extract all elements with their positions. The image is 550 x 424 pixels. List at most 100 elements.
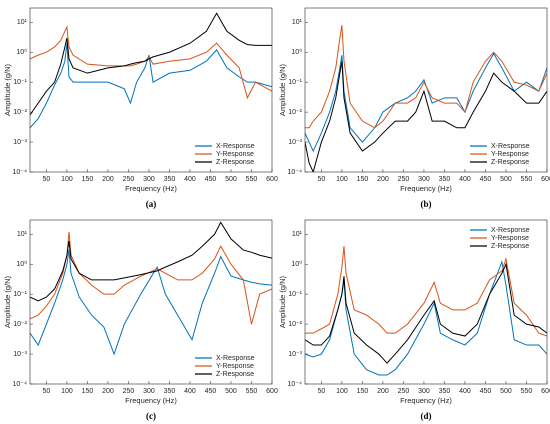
y-tick-label: 10⁻¹ (288, 79, 302, 86)
x-tick-label: 300 (143, 176, 155, 183)
x-tick-label: 500 (500, 176, 512, 183)
y-tick-label: 10⁻¹ (288, 291, 302, 298)
plot-frame (304, 219, 548, 385)
x-tick-label: 400 (459, 388, 471, 395)
x-tick-label: 150 (82, 176, 94, 183)
x-tick-label: 500 (500, 388, 512, 395)
y-tick-label: 10⁰ (16, 48, 27, 56)
x-tick-label: 350 (439, 388, 451, 395)
y-tick-label: 10⁻⁴ (288, 381, 303, 388)
caption: (c) (146, 411, 156, 421)
legend-label: Y-Response (491, 235, 529, 242)
legend-label: Y-Response (216, 151, 254, 158)
x-tick-label: 450 (205, 176, 217, 183)
x-tick-label: 600 (266, 388, 278, 395)
y-tick-label: 10⁻¹ (13, 291, 27, 298)
response-line (30, 249, 272, 356)
y-tick-label: 10⁻² (288, 109, 302, 116)
y-tick-label: 10⁻⁴ (13, 381, 28, 388)
subplot: 10⁻⁴ 10⁻³ 10⁻² 10⁻¹ 10⁰ 10¹ 50 100 150 200 250 300 3… (278, 7, 550, 209)
y-tick-label: 10⁻² (13, 109, 27, 116)
x-tick-label: 600 (266, 176, 278, 183)
x-tick-label: 150 (82, 388, 94, 395)
x-tick-label: 100 (61, 176, 73, 183)
legend-label: X-Response (216, 355, 255, 362)
x-tick-label: 600 (541, 388, 550, 395)
x-tick-label: 200 (377, 388, 389, 395)
x-tick-label: 300 (418, 388, 430, 395)
y-tick-label: 10⁻⁴ (288, 169, 303, 176)
x-tick-label: 500 (225, 388, 237, 395)
x-tick-label: 400 (184, 388, 196, 395)
y-tick-label: 10⁻³ (288, 351, 302, 358)
y-tick-label: 10⁻¹ (13, 79, 27, 86)
x-tick-label: 250 (398, 176, 410, 183)
y-tick-label: 10¹ (17, 231, 28, 238)
x-tick-label: 50 (43, 176, 51, 183)
x-tick-label: 550 (246, 388, 258, 395)
response-line (30, 43, 272, 129)
x-tick-label: 450 (480, 388, 492, 395)
x-tick-label: 100 (61, 388, 73, 395)
legend-label: Z-Response (216, 371, 254, 378)
plot-frame (29, 7, 273, 173)
x-tick-label: 100 (336, 388, 348, 395)
legend-label: X-Response (216, 143, 255, 150)
legend-label: Y-Response (216, 363, 254, 370)
y-tick-label: 10⁰ (291, 260, 302, 268)
x-tick-label: 50 (318, 176, 326, 183)
plot-frame (304, 7, 548, 173)
x-tick-label: 200 (377, 176, 389, 183)
legend-label: X-Response (491, 143, 530, 150)
legend-label: Y-Response (491, 151, 529, 158)
y-tick-label: 10⁻² (288, 321, 302, 328)
x-tick-label: 350 (164, 176, 176, 183)
x-tick-label: 100 (336, 176, 348, 183)
y-axis-label: Amplitude (g/N) (3, 275, 12, 328)
x-tick-label: 250 (123, 388, 135, 395)
x-tick-label: 450 (480, 176, 492, 183)
x-tick-label: 450 (205, 388, 217, 395)
y-tick-label: 10¹ (292, 231, 303, 238)
x-tick-label: 200 (102, 388, 114, 395)
x-tick-label: 200 (102, 176, 114, 183)
x-tick-label: 350 (164, 388, 176, 395)
legend-label: Z-Response (216, 159, 254, 166)
y-axis-label: Amplitude (g/N) (278, 63, 287, 116)
plot-frame (29, 219, 273, 385)
y-axis-label: Amplitude (g/N) (278, 275, 287, 328)
x-tick-label: 550 (246, 176, 258, 183)
caption: (a) (146, 199, 157, 209)
x-axis-label: Frequency (Hz) (400, 396, 452, 405)
x-tick-label: 50 (43, 388, 51, 395)
response-line (305, 61, 547, 172)
y-tick-label: 10⁻² (13, 321, 27, 328)
x-tick-label: 400 (459, 176, 471, 183)
x-tick-label: 400 (184, 176, 196, 183)
x-axis-label: Frequency (Hz) (125, 184, 177, 193)
x-tick-label: 150 (357, 176, 369, 183)
x-tick-label: 550 (521, 388, 533, 395)
x-tick-label: 300 (143, 388, 155, 395)
subplot: 10⁻⁴ 10⁻³ 10⁻² 10⁻¹ 10⁰ 10¹ 50 100 150 200 250 300 3… (3, 219, 278, 421)
y-tick-label: 10⁰ (291, 48, 302, 56)
x-axis-label: Frequency (Hz) (400, 184, 452, 193)
x-tick-label: 300 (418, 176, 430, 183)
response-line (30, 231, 272, 325)
response-line (305, 52, 547, 153)
x-tick-label: 550 (521, 176, 533, 183)
x-tick-label: 600 (541, 176, 550, 183)
x-axis-label: Frequency (Hz) (125, 396, 177, 405)
y-tick-label: 10⁻³ (13, 139, 27, 146)
response-line (305, 262, 547, 364)
x-tick-label: 50 (318, 388, 326, 395)
x-tick-label: 500 (225, 176, 237, 183)
x-tick-label: 250 (123, 176, 135, 183)
y-tick-label: 10⁻⁴ (13, 169, 28, 176)
y-tick-label: 10⁻³ (13, 351, 27, 358)
response-line (305, 246, 547, 337)
